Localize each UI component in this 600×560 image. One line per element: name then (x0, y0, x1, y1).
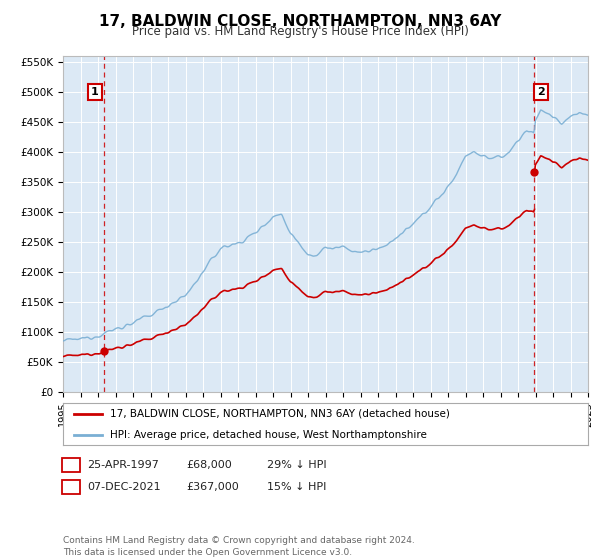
Text: HPI: Average price, detached house, West Northamptonshire: HPI: Average price, detached house, West… (110, 430, 427, 440)
Text: £68,000: £68,000 (186, 460, 232, 470)
Text: 2: 2 (68, 482, 75, 492)
Text: 07-DEC-2021: 07-DEC-2021 (87, 482, 161, 492)
Text: 17, BALDWIN CLOSE, NORTHAMPTON, NN3 6AY: 17, BALDWIN CLOSE, NORTHAMPTON, NN3 6AY (99, 14, 501, 29)
Text: 25-APR-1997: 25-APR-1997 (87, 460, 159, 470)
Text: 1: 1 (91, 87, 99, 97)
Text: 15% ↓ HPI: 15% ↓ HPI (267, 482, 326, 492)
Text: Contains HM Land Registry data © Crown copyright and database right 2024.
This d: Contains HM Land Registry data © Crown c… (63, 536, 415, 557)
Text: £367,000: £367,000 (186, 482, 239, 492)
Text: Price paid vs. HM Land Registry's House Price Index (HPI): Price paid vs. HM Land Registry's House … (131, 25, 469, 38)
Text: 29% ↓ HPI: 29% ↓ HPI (267, 460, 326, 470)
Text: 17, BALDWIN CLOSE, NORTHAMPTON, NN3 6AY (detached house): 17, BALDWIN CLOSE, NORTHAMPTON, NN3 6AY … (110, 409, 450, 419)
Text: 2: 2 (537, 87, 545, 97)
Text: 1: 1 (68, 460, 75, 470)
